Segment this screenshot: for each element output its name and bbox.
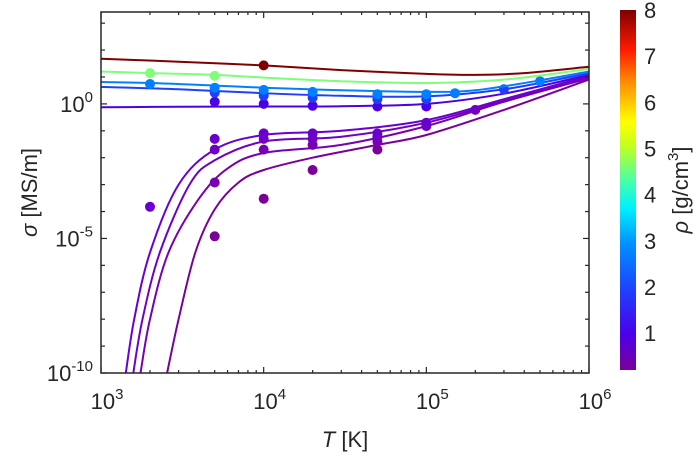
x-tick-label: 104 (253, 386, 286, 414)
data-point-rho-0.5-3 (307, 128, 318, 139)
data-point-rho-2-7 (535, 76, 545, 87)
data-point-rho-2-5 (421, 89, 432, 100)
data-point-rho-0.5-5 (421, 117, 432, 128)
colorbar-tick-label: 2 (644, 275, 656, 300)
series-line-rho-4 (101, 67, 589, 85)
data-point-rho-0.5-4 (372, 128, 383, 139)
data-point-rho-2-6 (450, 88, 460, 99)
series-line-rho-0.3 (132, 76, 589, 373)
data-point-rho-8-0 (258, 60, 269, 71)
data-point-rho-0.1-1 (258, 193, 269, 204)
data-point-rho-1-0 (209, 96, 220, 107)
data-point-rho-0.5-2 (258, 128, 269, 139)
data-point-rho-0.2-0 (209, 177, 220, 188)
data-point-rho-4-0 (145, 68, 155, 79)
data-point-rho-0.5-0 (145, 201, 155, 212)
data-point-rho-4-1 (209, 70, 220, 81)
data-point-rho-0.2-1 (258, 144, 269, 155)
data-point-rho-1-1 (258, 98, 269, 109)
series-rho-0.3 (132, 76, 589, 373)
colorbar-tick-label: 7 (644, 44, 656, 69)
plot-area (101, 57, 589, 373)
x-tick-label: 106 (579, 386, 612, 414)
data-point-rho-2-2 (258, 84, 269, 95)
colorbar-tick-label: 4 (644, 183, 656, 208)
colorbar-tick-label: 6 (644, 90, 656, 115)
data-point-rho-0.5-1 (209, 133, 220, 144)
y-tick-label: 10-5 (55, 223, 93, 251)
colorbar: 1 2 3 4 5 6 7 8 ρ [g/cm3] (620, 0, 693, 370)
data-point-rho-1-2 (307, 100, 318, 111)
colorbar-tick-label: 1 (644, 321, 656, 346)
data-point-rho-2-3 (307, 86, 318, 97)
series-rho-8 (101, 57, 589, 76)
colorbar-label: ρ [g/cm3] (665, 147, 693, 235)
series-line-rho-0.5 (124, 74, 589, 373)
axes: 103 104 105 106 100 10-5 10-10 T [K] σ [MS/m] (17, 11, 612, 452)
x-axis-label: T [K] (322, 427, 368, 452)
data-point-rho-2-1 (209, 82, 220, 93)
data-point-rho-1-4 (421, 101, 432, 112)
series-line-rho-0.1 (166, 78, 589, 373)
data-point-rho-0.1-0 (209, 231, 220, 242)
data-point-rho-1-3 (372, 101, 383, 112)
data-point-rho-0.1-2 (307, 165, 318, 175)
y-axis-label: σ [MS/m] (17, 148, 42, 237)
series-line-rho-0.2 (139, 77, 589, 373)
y-tick-label: 100 (60, 89, 93, 117)
series-rho-2 (101, 70, 589, 100)
series-line-rho-2 (101, 70, 589, 93)
colorbar-gradient (620, 10, 636, 370)
y-tick-label: 10-10 (47, 358, 93, 386)
axes-box (100, 11, 590, 374)
x-tick-label: 105 (416, 386, 449, 414)
colorbar-tick-label: 5 (644, 136, 656, 161)
series-rho-4 (101, 67, 589, 85)
colorbar-tick-label: 8 (644, 0, 656, 23)
colorbar-tick-label: 3 (644, 229, 656, 254)
series-rho-0.5 (124, 74, 589, 373)
series-rho-0.1 (166, 78, 589, 373)
series-rho-0.2 (139, 77, 589, 373)
data-point-rho-2-0 (145, 79, 155, 89)
series-line-rho-8 (101, 57, 589, 76)
x-tick-label: 103 (91, 386, 124, 414)
data-point-rho-2-4 (372, 89, 383, 100)
data-point-rho-0.1-3 (372, 144, 383, 155)
